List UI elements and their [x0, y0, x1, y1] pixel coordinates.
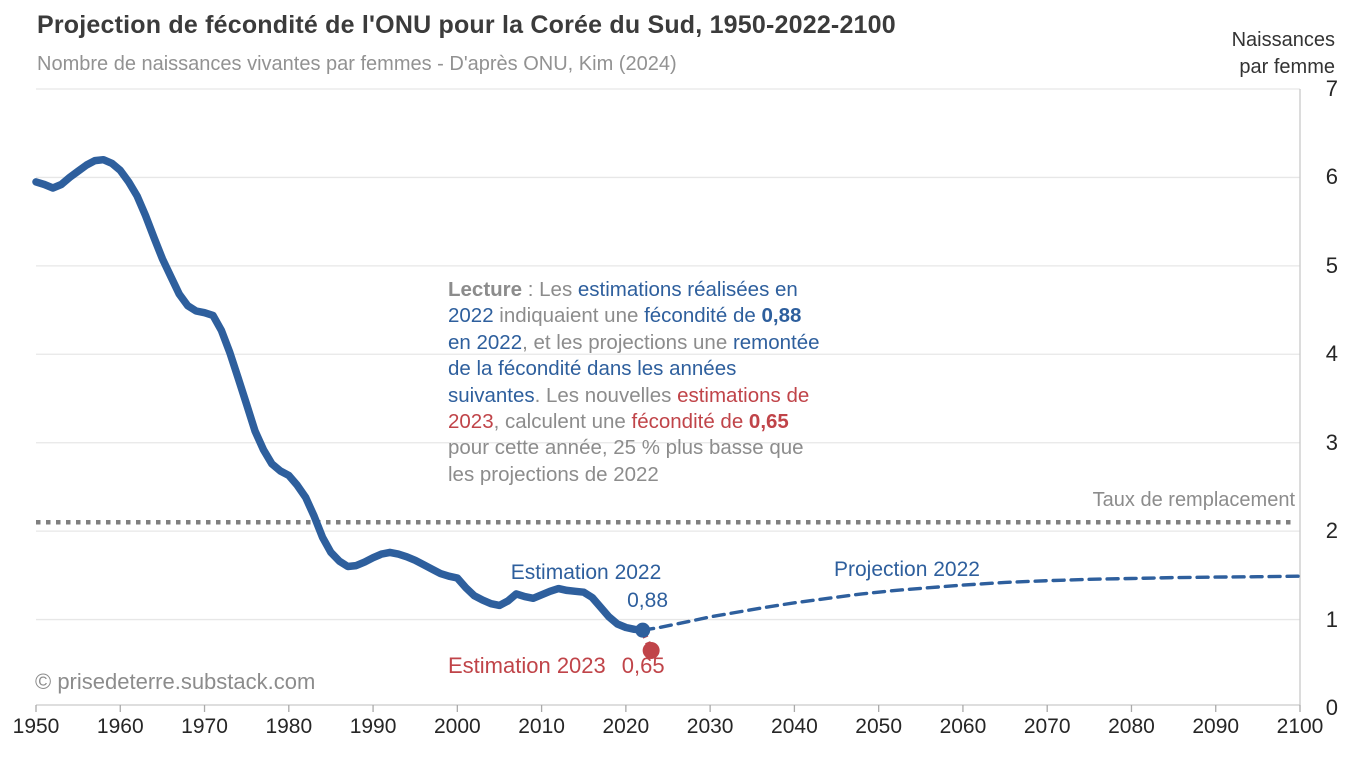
reading-note-segment: estimations réalisées en: [577, 278, 798, 301]
reading-note-segment: 0,88: [761, 304, 802, 328]
reading-note-segment: pour cette année, 25 % plus basse que: [448, 436, 804, 460]
x-tick-label: 2070: [1023, 715, 1071, 738]
x-tick-label: 2050: [855, 715, 903, 738]
x-tick-label: 2010: [518, 715, 565, 738]
projection-line: [641, 574, 1302, 632]
reading-note-segment: . Les nouvelles: [534, 383, 678, 407]
reading-note: Lecture : Les estimations réalisées en 20…: [448, 277, 880, 488]
reading-note-line: Lecture : Les estimations réalisées en: [448, 277, 880, 303]
reading-note-segment: fécondité de: [644, 304, 762, 328]
x-tick-label: 2000: [433, 715, 481, 738]
estimate-2022-point: [635, 622, 651, 638]
historical-line: [32, 155, 647, 634]
estimation-2023-value: 0,65: [621, 653, 665, 678]
page-subtitle: Nombre de naissances vivantes par femmes…: [37, 53, 677, 75]
x-tick-label: 1960: [96, 715, 144, 738]
y-tick-label: 1: [1325, 606, 1338, 632]
reading-note-line: suivantes. Les nouvelles estimations de: [448, 383, 880, 409]
reading-note-segment: , et les projections une: [522, 330, 733, 354]
reading-note-segment: suivantes: [448, 383, 535, 407]
x-tick-label: 2020: [602, 715, 650, 738]
x-tick-label: 2040: [771, 715, 818, 738]
reading-note-line: de la fécondité dans les années: [448, 356, 880, 382]
x-tick-label: 1990: [349, 715, 397, 738]
reading-note-segment: remontée: [732, 330, 820, 354]
reading-note-segment: 2022: [448, 304, 494, 328]
y-tick-label: 2: [1325, 518, 1338, 544]
copyright-text: © prisedeterre.substack.com: [35, 669, 316, 694]
reading-note-segment: 2023: [448, 410, 494, 434]
estimation-2022-label: Estimation 2022: [510, 561, 662, 584]
reading-note-segment: : Les: [522, 278, 578, 301]
x-tick-label: 2060: [939, 715, 987, 738]
x-tick-label: 2080: [1108, 715, 1155, 738]
estimation-2023-text: Estimation 2023: [448, 653, 606, 678]
y-tick-label: 3: [1325, 429, 1338, 455]
reading-note-segment: indiquaient une: [493, 304, 645, 328]
estimation-2023-label: Estimation 2023 0,65: [448, 653, 665, 679]
x-tick-label: 1970: [181, 715, 228, 738]
x-tick-label: 1950: [12, 715, 60, 738]
page-title: Projection de fécondité de l'ONU pour la…: [37, 11, 896, 39]
estimate-2023-point: [642, 642, 660, 660]
reading-note-segment: de la fécondité dans les années: [448, 357, 737, 381]
reading-note-segment: 0,65: [748, 410, 789, 434]
y-tick-label: 0: [1325, 695, 1338, 720]
y-tick-label: 7: [1325, 76, 1338, 101]
reading-note-line: 2023, calculent une fécondité de 0,65: [448, 409, 880, 435]
replacement-rate-label: Taux de remplacement: [1092, 489, 1295, 511]
reading-note-line: les projections de 2022: [448, 462, 880, 488]
reading-note-segment: Lecture: [448, 278, 523, 301]
reading-note-segment: les projections de 2022: [448, 462, 659, 486]
x-tick-label: 2030: [686, 715, 734, 738]
y-tick-label: 6: [1325, 164, 1338, 190]
reading-note-line: en 2022, et les projections une remontée: [448, 330, 880, 356]
y-tick-label: 5: [1325, 252, 1338, 278]
y-axis-title: Naissances par femme: [1231, 29, 1335, 78]
x-tick-label: 2100: [1276, 715, 1324, 738]
reading-note-line: pour cette année, 25 % plus basse que: [448, 435, 880, 461]
estimation-2022-value: 0,88: [627, 589, 668, 612]
reading-note-segment: fécondité de: [631, 410, 749, 434]
projection-2022-label: Projection 2022: [834, 558, 980, 581]
x-tick-label: 2090: [1192, 715, 1240, 738]
x-tick-label: 1980: [265, 715, 313, 738]
reading-note-segment: en 2022: [448, 330, 523, 354]
reading-note-line: 2022 indiquaient une fécondité de 0,88: [448, 303, 880, 329]
reading-note-segment: , calculent une: [493, 410, 632, 434]
y-tick-label: 4: [1325, 341, 1338, 367]
reading-note-segment: estimations de: [677, 383, 810, 407]
